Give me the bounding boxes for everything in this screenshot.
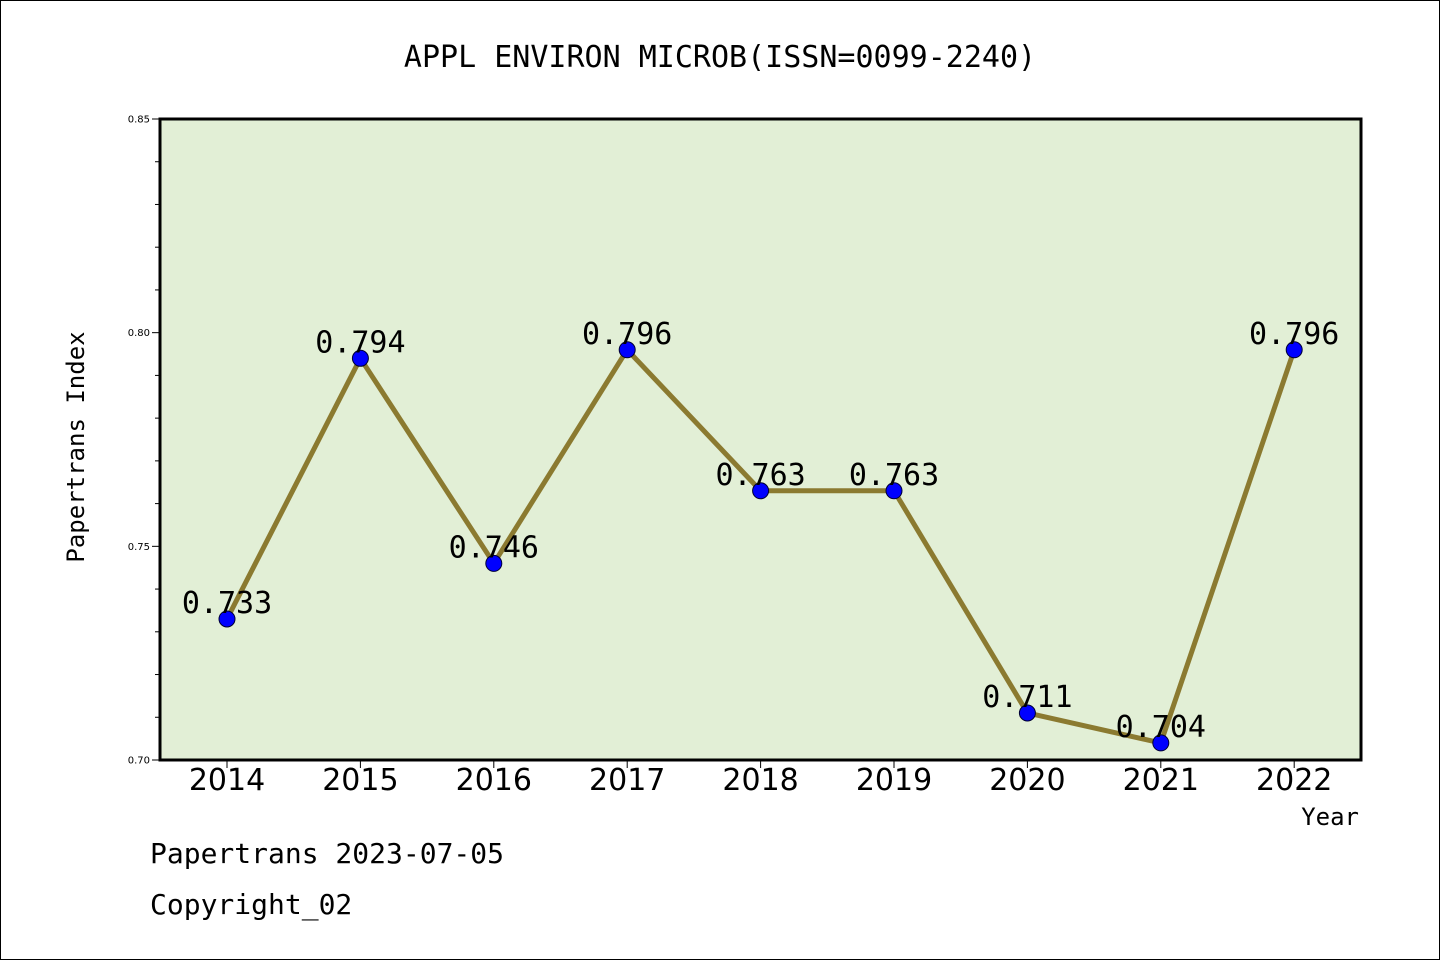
data-labels-group: 0.733 0.794 0.746 0.796 0.763 0.763 0.711 0.704… <box>182 317 1340 745</box>
y-tick-label: 0.80 <box>128 328 150 339</box>
y-tick-label: 0.70 <box>128 756 150 767</box>
data-label-2014: 0.733 <box>182 586 272 621</box>
data-label-2021: 0.704 <box>1116 710 1206 745</box>
y-tick-label: 0.75 <box>128 542 150 553</box>
x-tick-label-2022: 2022 <box>1256 763 1332 798</box>
data-point-2022 <box>1285 341 1303 359</box>
x-axis-ticks: 2014 2015 2016 2017 2018 2019 2020 2021 2022 <box>189 760 1332 798</box>
data-point-2020 <box>1018 704 1036 722</box>
y-axis-title: Papertrans Index <box>62 331 90 562</box>
x-tick-label-2021: 2021 <box>1123 763 1199 798</box>
footer-copyright: Copyright_02 <box>150 888 352 922</box>
y-tick-label: 0.85 <box>128 115 150 126</box>
x-tick-label-2018: 2018 <box>722 763 798 798</box>
data-point-2019 <box>885 482 903 500</box>
x-tick-label-2020: 2020 <box>989 763 1065 798</box>
x-tick-label-2015: 2015 <box>322 763 398 798</box>
data-point-2016 <box>485 554 503 572</box>
plot-border <box>158 117 1363 762</box>
x-tick-label-2017: 2017 <box>589 763 665 798</box>
data-point-2015 <box>351 349 369 367</box>
data-label-2019: 0.763 <box>849 458 939 493</box>
x-axis-title: Year <box>1301 803 1359 831</box>
data-label-2016: 0.746 <box>449 530 539 565</box>
data-label-2018: 0.763 <box>715 458 805 493</box>
data-point-2014 <box>218 610 236 628</box>
data-label-2015: 0.794 <box>315 325 405 360</box>
data-label-2022: 0.796 <box>1249 317 1339 352</box>
x-tick-label-2014: 2014 <box>189 763 265 798</box>
data-point-2018 <box>752 482 770 500</box>
data-point-2021 <box>1152 734 1170 752</box>
footer-source-date: Papertrans 2023-07-05 <box>150 837 504 870</box>
data-label-2017: 0.796 <box>582 317 672 352</box>
chart-title: APPL ENVIRON MICROB(ISSN=0099-2240) <box>404 40 1036 75</box>
y-axis-ticks: 0.70 0.75 0.80 0.85 <box>128 115 160 767</box>
plot-area <box>160 119 1361 760</box>
markers-group <box>218 341 1303 752</box>
data-label-2020: 0.711 <box>982 680 1072 715</box>
x-tick-label-2016: 2016 <box>456 763 532 798</box>
x-tick-label-2019: 2019 <box>856 763 932 798</box>
data-point-2017 <box>618 341 636 359</box>
